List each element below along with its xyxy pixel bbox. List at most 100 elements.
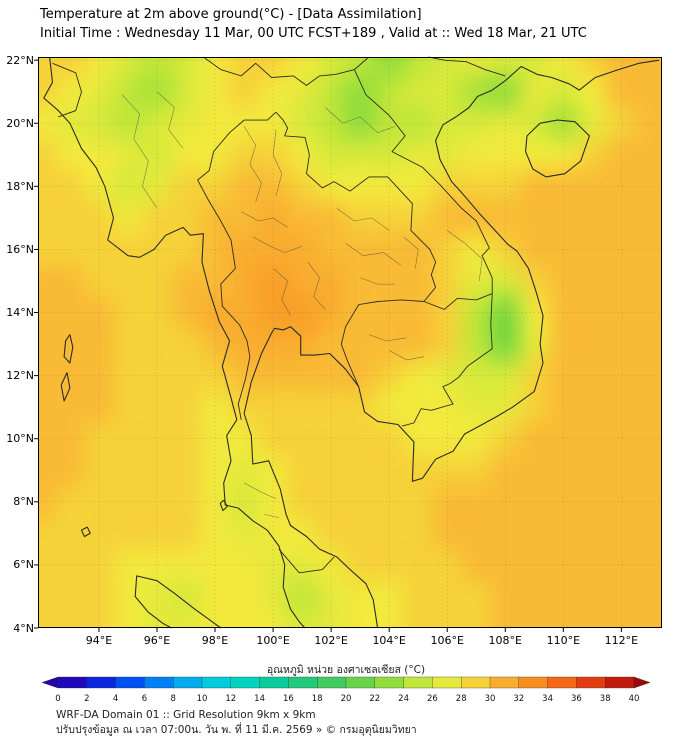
colorbar-segment xyxy=(115,676,145,689)
y-tick-label: 20°N xyxy=(6,116,34,130)
colorbar-tick-label: 14 xyxy=(254,694,265,704)
y-tick-label: 14°N xyxy=(6,306,34,320)
admin-boundary xyxy=(345,242,401,266)
colorbar-tick-label: 36 xyxy=(571,694,582,704)
x-tick-label: 102°E xyxy=(314,634,348,647)
colorbar-tick-label: 10 xyxy=(197,694,208,704)
colorbar-segment xyxy=(57,676,88,689)
country-border xyxy=(423,293,493,310)
y-tick-label: 8°N xyxy=(13,495,34,509)
colorbar-segment xyxy=(547,676,577,689)
country-border xyxy=(203,56,355,86)
admin-boundary xyxy=(403,236,419,269)
x-tick-label: 100°E xyxy=(256,634,290,647)
admin-boundary xyxy=(389,350,425,361)
colorbar-segment xyxy=(288,676,318,689)
colorbar-segment xyxy=(144,676,174,689)
x-tick-label: 112°E xyxy=(604,634,639,647)
y-tick-label: 6°N xyxy=(13,558,34,572)
coastline xyxy=(43,56,306,629)
admin-boundary xyxy=(156,91,184,149)
country-border xyxy=(340,299,425,387)
colorbar-tick-label: 20 xyxy=(341,694,352,704)
admin-boundary xyxy=(325,107,396,134)
admin-boundary xyxy=(252,236,303,253)
footer: WRF-DA Domain 01 :: Grid Resolution 9km … xyxy=(56,708,417,738)
colorbar-label: อุณหภูมิ หน่วย องศาเซลเซียส (°C) xyxy=(266,664,426,676)
admin-boundary xyxy=(336,208,390,231)
country-border xyxy=(428,56,506,77)
admin-boundary xyxy=(447,230,483,282)
country-border xyxy=(197,111,277,420)
chart-subtitle: Initial Time : Wednesday 11 Mar, 00 UTC … xyxy=(40,26,587,41)
colorbar-segment xyxy=(230,676,261,689)
coastline xyxy=(63,334,74,364)
chart-title: Temperature at 2m above ground(°C) - [Da… xyxy=(40,7,422,22)
colorbar-segment xyxy=(173,676,203,689)
admin-boundary xyxy=(360,277,395,285)
y-tick-label: 18°N xyxy=(6,179,34,193)
colorbar-segment xyxy=(345,676,376,689)
colorbar-tick-label: 12 xyxy=(225,694,236,704)
colorbar-segment xyxy=(86,676,117,689)
colorbar-tick-label: 6 xyxy=(142,694,147,704)
country-border xyxy=(353,69,493,294)
colorbar-segment xyxy=(432,676,462,689)
country-border xyxy=(275,111,437,302)
y-tick-label: 16°N xyxy=(6,242,34,256)
coastline xyxy=(219,499,228,512)
colorbar-segment xyxy=(259,676,289,689)
colorbar-tick-label: 28 xyxy=(456,694,467,704)
colorbar-tick-label: 40 xyxy=(629,694,640,704)
colorbar-tick-label: 38 xyxy=(600,694,611,704)
map-boundaries-overlay xyxy=(34,56,662,632)
coastline xyxy=(80,526,91,538)
x-tick-label: 110°E xyxy=(546,634,581,647)
colorbar-tick-label: 26 xyxy=(427,694,438,704)
country-border xyxy=(402,293,493,427)
colorbar-tick-label: 16 xyxy=(283,694,294,704)
admin-boundary xyxy=(272,129,283,196)
y-tick-label: 22°N xyxy=(6,53,34,67)
country-border xyxy=(354,56,370,70)
colorbar-tick-label: 30 xyxy=(485,694,496,704)
colorbar-segment xyxy=(374,676,405,689)
x-tick-label: 104°E xyxy=(372,634,406,647)
coastline xyxy=(60,372,71,402)
country-border xyxy=(278,548,335,574)
temperature-heatmap-canvas xyxy=(38,57,662,628)
y-tick-label: 4°N xyxy=(13,621,34,635)
x-tick-label: 94°E xyxy=(85,634,113,647)
colorbar-tick-label: 4 xyxy=(113,694,118,704)
colorbar-segment xyxy=(518,676,549,689)
colorbar: 0 2 4 6 8 10 12 14 16 18 20 22 24 26 28 30 32 34 36 38 40 xyxy=(41,676,651,704)
x-tick-label: 98°E xyxy=(201,634,229,647)
coastline xyxy=(134,575,222,629)
colorbar-segment xyxy=(489,676,520,689)
colorbar-tick-label: 32 xyxy=(513,694,524,704)
admin-boundary xyxy=(368,334,407,342)
chart-header: Temperature at 2m above ground(°C) - [Da… xyxy=(40,5,587,43)
colorbar-over-arrow xyxy=(633,676,651,689)
colorbar-tick-label: 18 xyxy=(312,694,323,704)
colorbar-under-arrow xyxy=(41,676,59,689)
colorbar-segment xyxy=(201,676,232,689)
plot-frame xyxy=(38,57,662,628)
admin-boundary xyxy=(243,482,277,499)
coastline xyxy=(525,119,590,178)
map-plot-area xyxy=(34,56,662,632)
admin-boundary xyxy=(243,126,262,203)
colorbar-segment xyxy=(605,676,635,689)
colorbar-segment xyxy=(403,676,433,689)
admin-boundary xyxy=(307,261,326,310)
colorbar-tick-label: 2 xyxy=(84,694,89,704)
footer-domain-info: WRF-DA Domain 01 :: Grid Resolution 9km … xyxy=(56,709,316,721)
colorbar-tick-label: 22 xyxy=(369,694,380,704)
colorbar-tick-label: 0 xyxy=(55,694,60,704)
y-tick-label: 10°N xyxy=(6,432,34,446)
country-border xyxy=(52,62,82,118)
admin-boundary xyxy=(264,514,279,518)
colorbar-tick-label: 24 xyxy=(398,694,409,704)
colorbar-segment xyxy=(317,676,347,689)
